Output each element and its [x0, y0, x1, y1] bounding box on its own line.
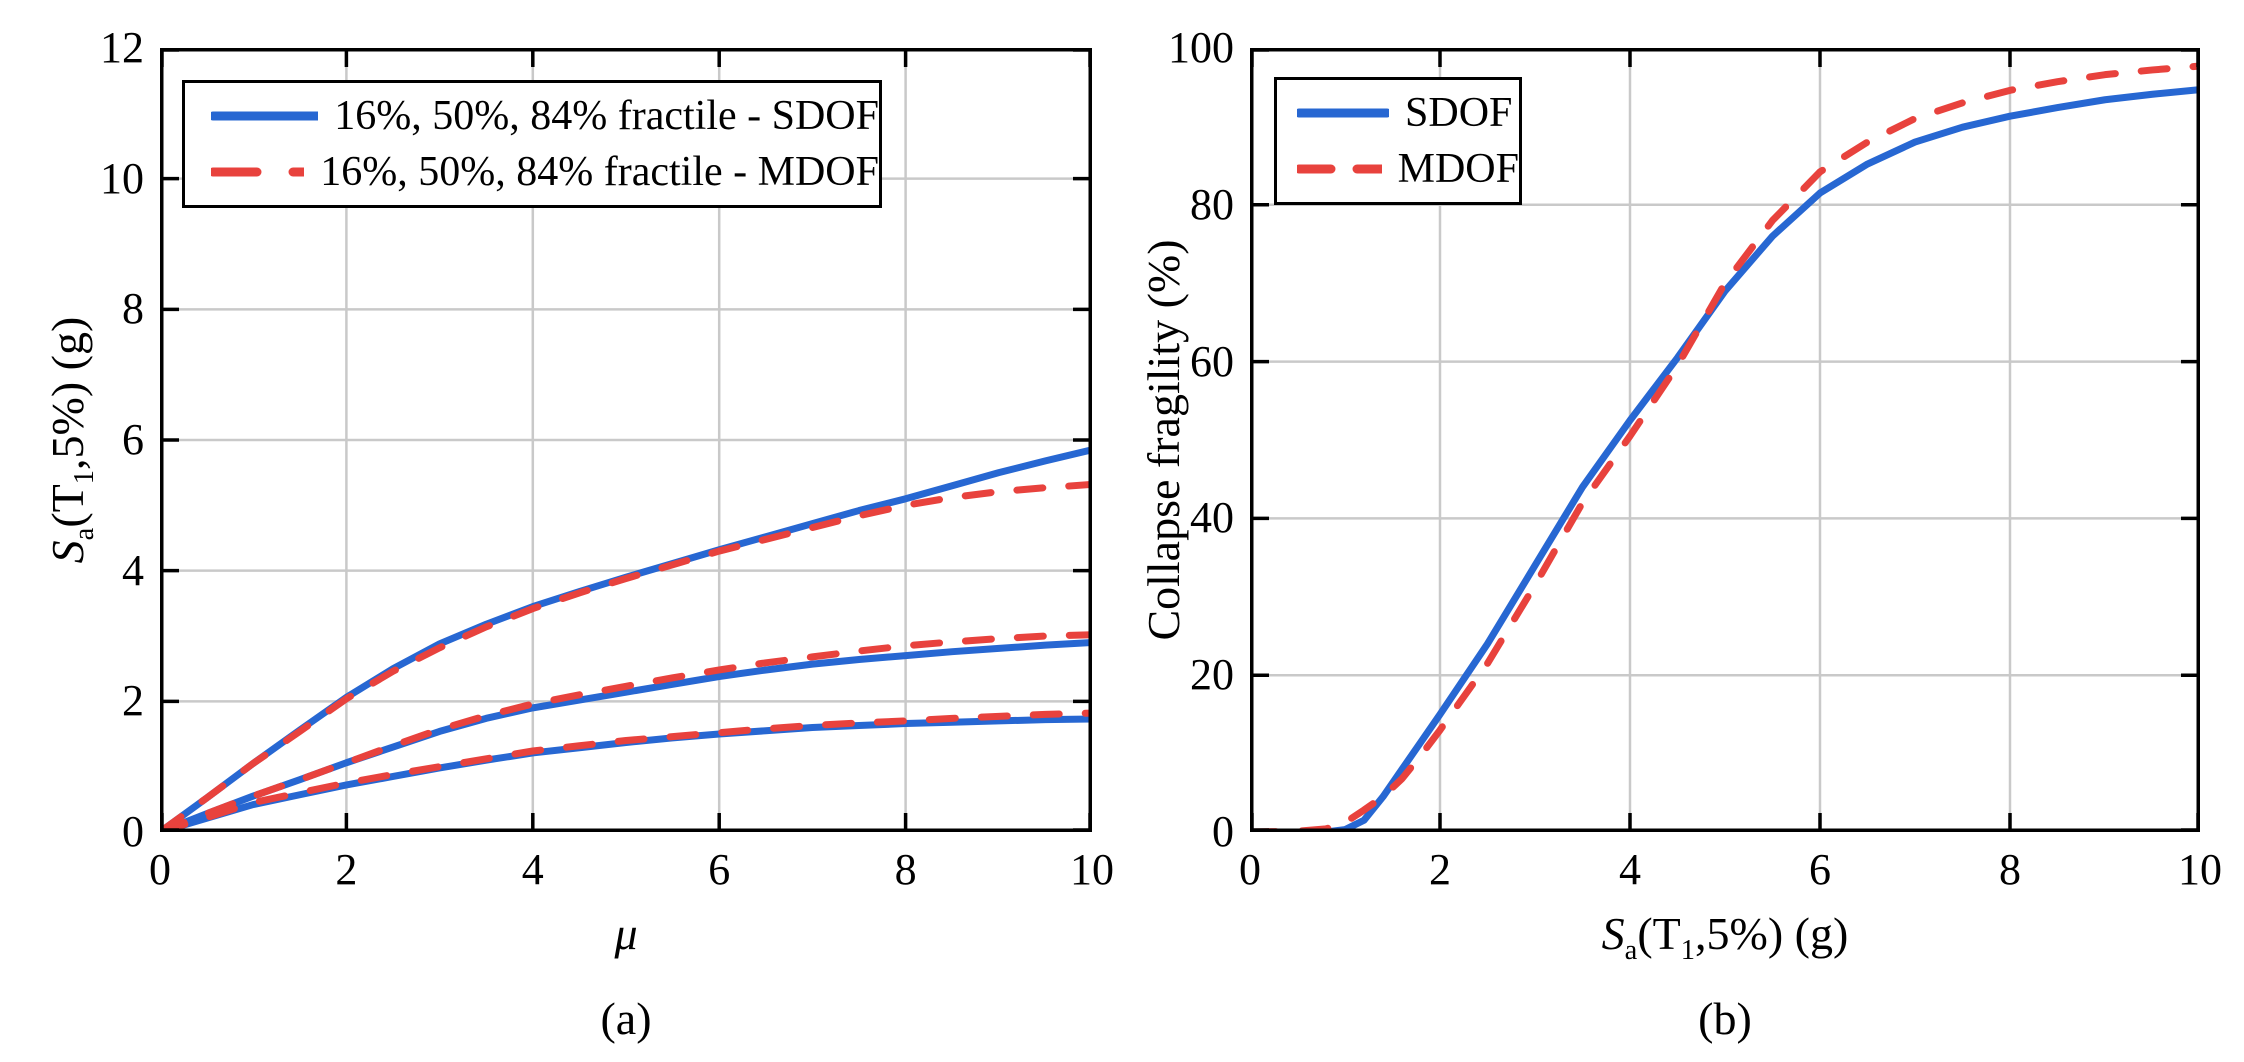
series-16-fractile-sdof	[160, 715, 1092, 832]
y-tick-label: 6	[122, 415, 144, 464]
x-tick-label: 0	[149, 845, 171, 894]
legend-line-sample	[1297, 108, 1389, 118]
x-tick-label: 10	[2178, 845, 2222, 894]
legend-label: 16%, 50%, 84% fractile - MDOF	[320, 149, 879, 195]
y-tick-label: 12	[100, 23, 144, 72]
x-tick-label: 2	[1429, 845, 1451, 894]
x-tick-label: 0	[1239, 845, 1261, 894]
caption-b: (b)	[1698, 993, 1752, 1044]
legend-line-sample	[1297, 164, 1382, 174]
x-tick-label: 6	[708, 845, 731, 894]
y-tick-label: 2	[122, 676, 144, 726]
axes-box	[160, 48, 1092, 832]
series-50-fractile-mdof	[160, 631, 1092, 832]
series-84-fractile-sdof	[160, 446, 1092, 832]
series-sdof	[1250, 86, 2200, 832]
legend-entry: SDOF	[1297, 90, 1519, 136]
y-tick-label: 10	[100, 153, 144, 203]
caption-a: (a)	[600, 993, 652, 1044]
chart-a-legend: 16%, 50%, 84% fractile - SDOF 16%, 50%, 8…	[182, 80, 882, 208]
x-axis-label: μ	[614, 908, 638, 959]
legend-entry: 16%, 50%, 84% fractile - SDOF	[211, 93, 879, 139]
legend-label: SDOF	[1405, 90, 1513, 136]
x-tick-label: 8	[894, 845, 917, 894]
legend-entry: 16%, 50%, 84% fractile - MDOF	[211, 149, 879, 195]
y-tick-label: 100	[1168, 23, 1234, 72]
x-tick-label: 10	[1070, 845, 1114, 894]
y-tick-label: 8	[122, 284, 144, 334]
legend-label: MDOF	[1397, 146, 1519, 192]
chart-b-legend: SDOF MDOF	[1274, 77, 1522, 205]
series-mdof	[1250, 62, 2200, 832]
y-axis-label: Sa(T1,5%) (g)	[42, 316, 101, 564]
legend-line-sample	[211, 111, 319, 121]
y-tick-label: 0	[1212, 807, 1234, 856]
series-16-fractile-mdof	[160, 709, 1092, 832]
chart-b-plot-svg	[1250, 48, 2200, 832]
x-axis-label: Sa(T1,5%) (g)	[1601, 908, 1849, 967]
y-tick-label: 0	[122, 807, 144, 856]
y-tick-label: 80	[1190, 179, 1234, 229]
legend-line-sample	[211, 167, 305, 177]
x-tick-label: 4	[521, 845, 544, 894]
y-tick-label: 40	[1190, 493, 1234, 543]
y-axis-label: Collapse fragility (%)	[1138, 239, 1189, 641]
x-tick-label: 6	[1809, 845, 1831, 894]
y-tick-label: 4	[122, 545, 144, 595]
legend-label: 16%, 50%, 84% fractile - SDOF	[334, 93, 879, 139]
x-tick-label: 2	[335, 845, 358, 894]
legend-entry: MDOF	[1297, 146, 1519, 192]
axes-box	[1250, 48, 2200, 832]
x-tick-label: 4	[1619, 845, 1641, 894]
y-tick-label: 20	[1190, 650, 1234, 700]
x-tick-label: 8	[1999, 845, 2021, 894]
series-84-fractile-mdof	[160, 480, 1092, 832]
y-tick-label: 60	[1190, 336, 1234, 386]
chart-a-plot-svg	[160, 48, 1092, 832]
